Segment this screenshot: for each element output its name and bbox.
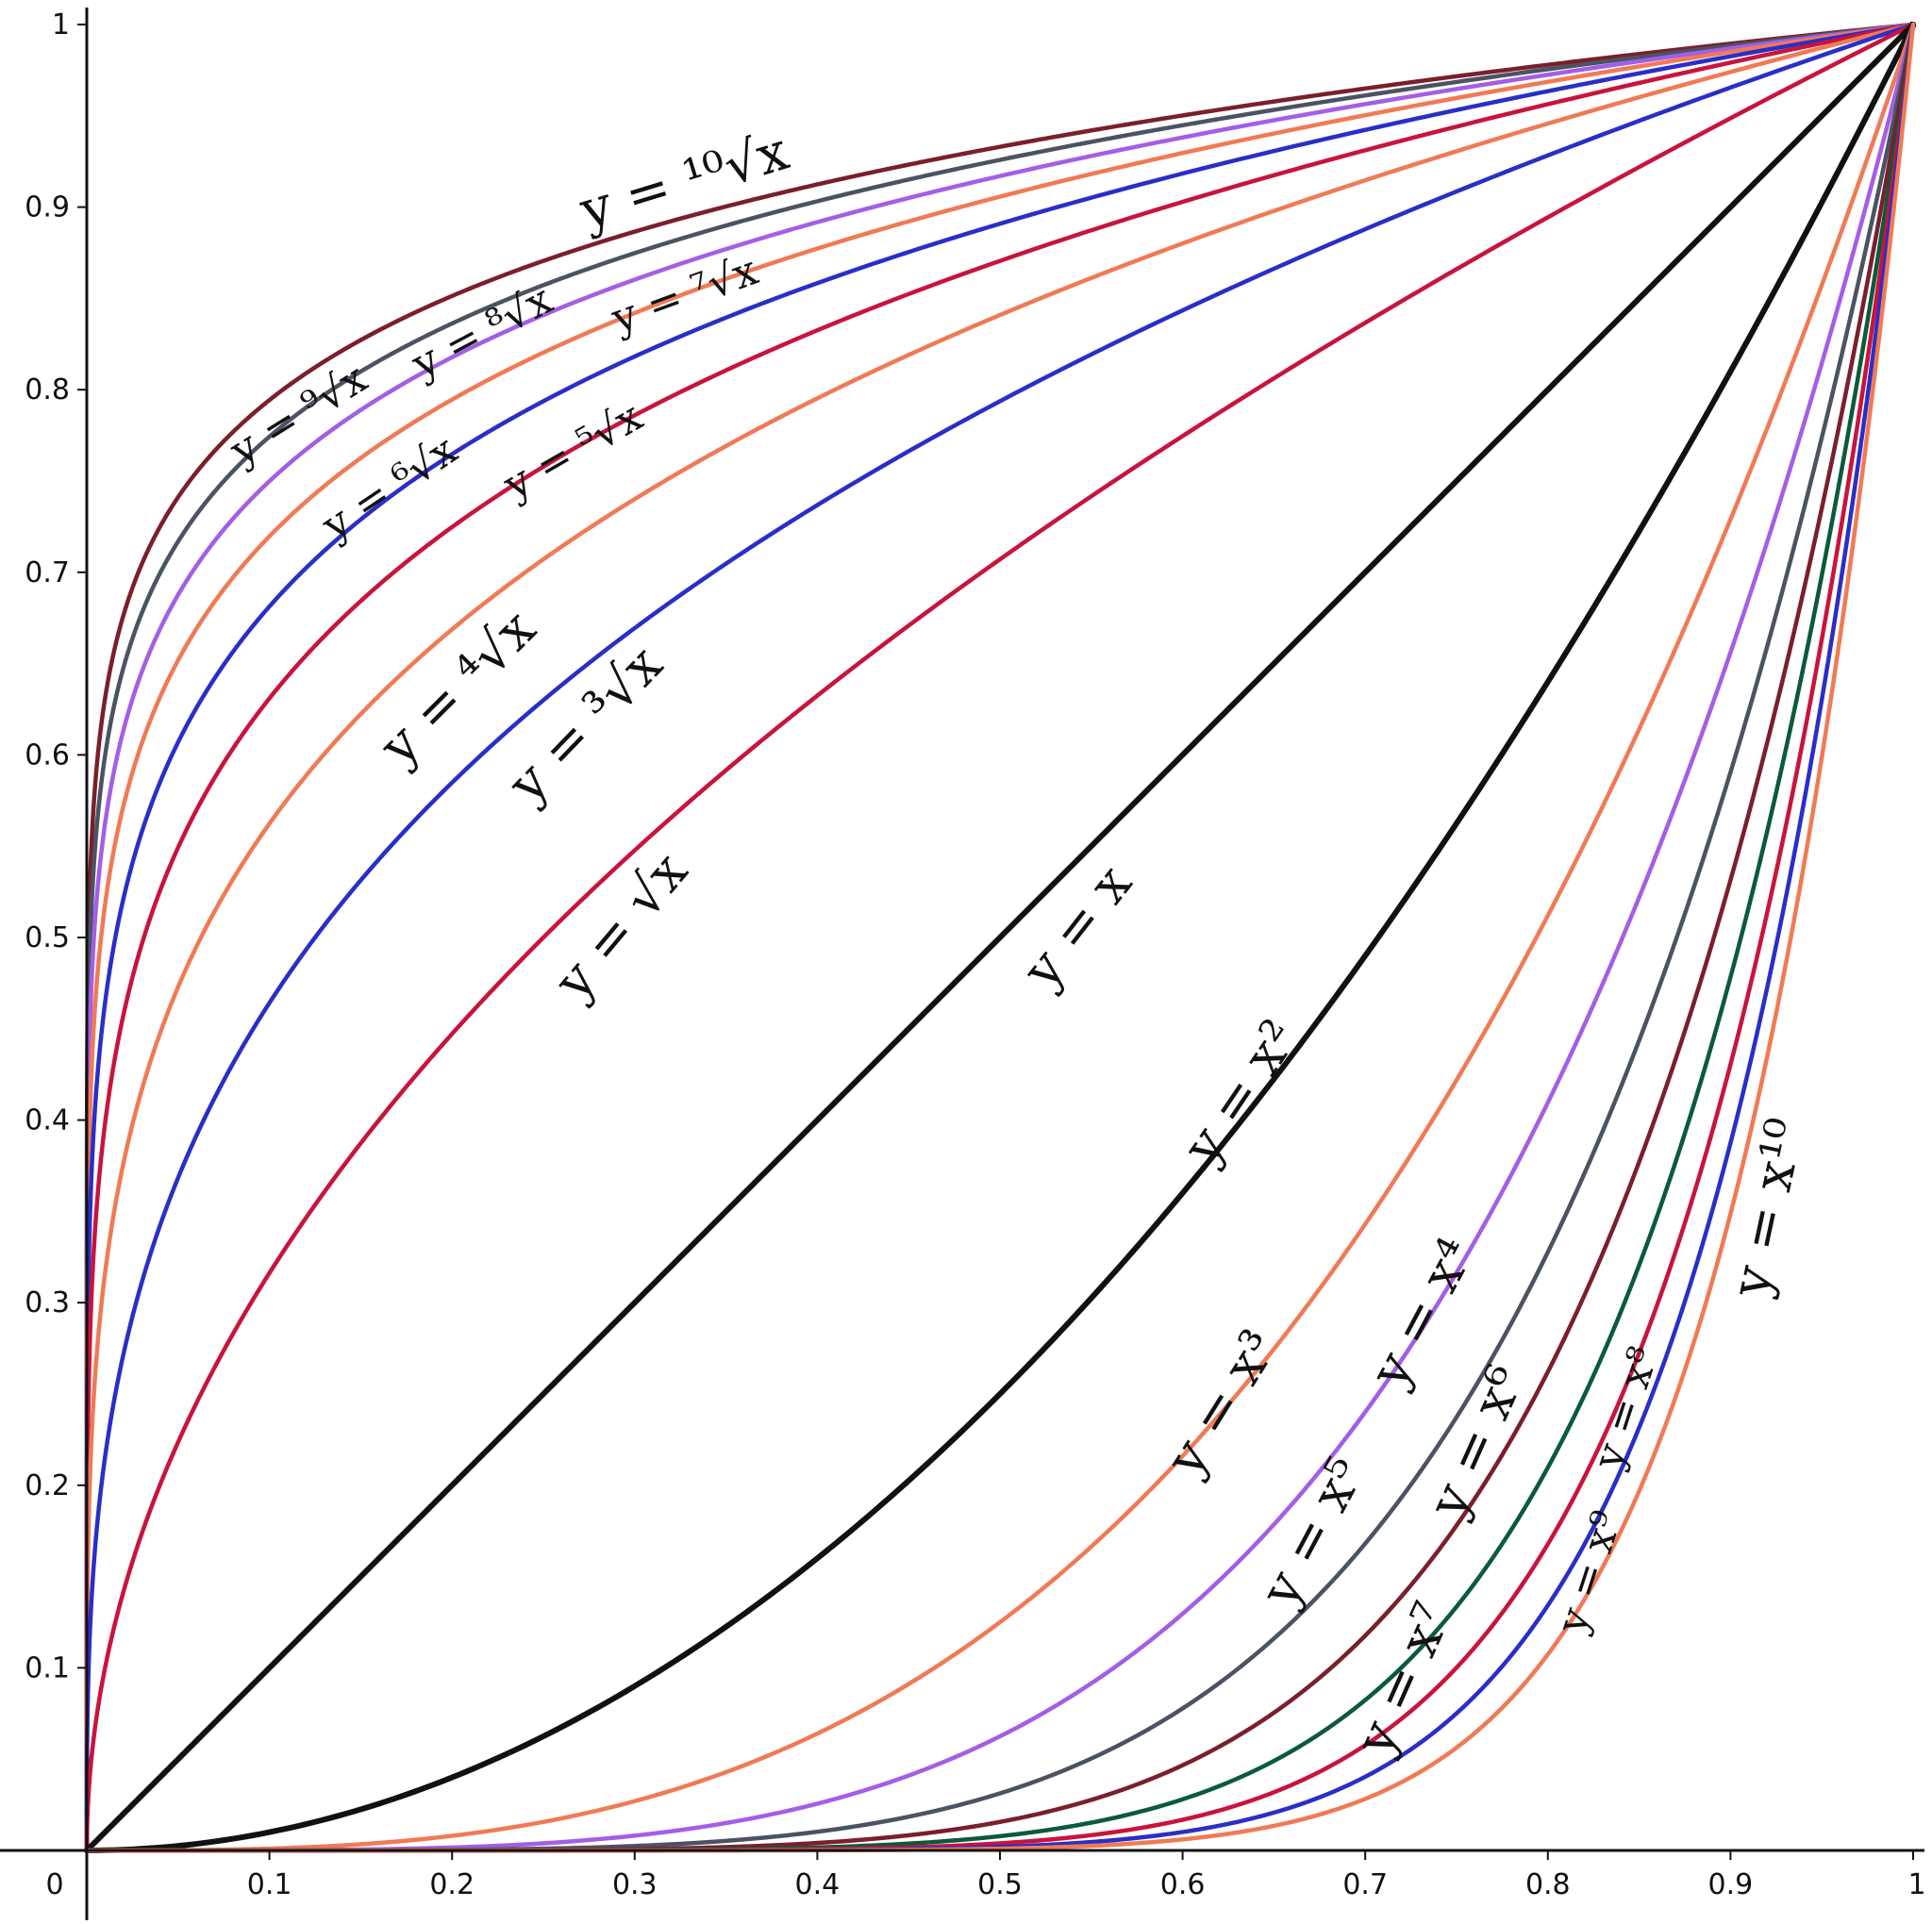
y-tick-label: 0.8	[25, 373, 70, 406]
curve-label-8: y = √x	[542, 841, 700, 1013]
x-tick-label: 0	[45, 1868, 63, 1901]
x-tick-label: 0.8	[1525, 1868, 1571, 1901]
series-curve-1	[84, 22, 1916, 1853]
x-tick-label: 0.2	[429, 1868, 475, 1901]
y-tick-label: 0.6	[25, 738, 70, 771]
series-curve-9	[84, 22, 1916, 1853]
series-curve-3	[84, 22, 1916, 1853]
x-tick-label: 0.7	[1342, 1868, 1388, 1901]
x-tick-label: 0.6	[1160, 1868, 1206, 1901]
curve-label-9: y = x	[1010, 854, 1144, 1001]
curve-label-10: y = x²	[1171, 1009, 1311, 1176]
x-tick-label: 0.4	[795, 1868, 841, 1901]
curve-label-12: y = x⁴	[1358, 1228, 1488, 1398]
curve-label-0: y = ¹⁰√x	[573, 121, 795, 242]
curve-label-14: y = x⁶	[1417, 1357, 1538, 1528]
series-curve-5	[84, 22, 1916, 1853]
y-tick-label: 0.4	[25, 1104, 70, 1137]
series-curve-8	[84, 22, 1916, 1853]
y-tick-label: 0.2	[25, 1469, 70, 1502]
series-curve-4	[84, 22, 1916, 1853]
x-tick-label: 0.1	[247, 1868, 292, 1901]
x-tick-label: 0.5	[977, 1868, 1023, 1901]
series-curve-2	[84, 22, 1916, 1853]
y-tick-label: 0.5	[25, 921, 70, 954]
series-curve-7	[84, 22, 1916, 1853]
y-tick-label: 0.1	[25, 1651, 70, 1684]
y-tick-label: 0.3	[25, 1286, 70, 1319]
ticks-layer: 0 0.1 0.2 0.3 0.4 0.5 0.6 0.7 0.8 0.9 1 0.1 0.2 0.3 0.…	[25, 8, 1925, 1901]
curve-labels-layer: y = ¹⁰√xy = ⁹√xy = ⁸√x y = ⁷√xy = ⁶√x y = …	[221, 121, 1817, 1765]
series-curve-10	[84, 22, 1916, 1853]
x-tick-label: 1	[1907, 1868, 1925, 1901]
curves-layer	[84, 22, 1916, 1853]
x-tick-label: 0.9	[1708, 1868, 1754, 1901]
series-curve-0	[84, 22, 1916, 1853]
curve-label-2: y = ⁸√x	[404, 275, 560, 390]
curve-label-11: y = x³	[1154, 1319, 1291, 1487]
y-tick-label: 0.7	[25, 556, 70, 589]
y-tick-label: 0.9	[25, 191, 70, 224]
curve-label-5: y = ⁵√x	[494, 392, 650, 510]
series-curve-11	[84, 22, 1916, 1853]
axes-layer	[0, 8, 1924, 1920]
x-tick-label: 0.3	[612, 1868, 658, 1901]
y-tick-label: 1	[52, 8, 70, 41]
series-curve-6	[84, 22, 1916, 1853]
